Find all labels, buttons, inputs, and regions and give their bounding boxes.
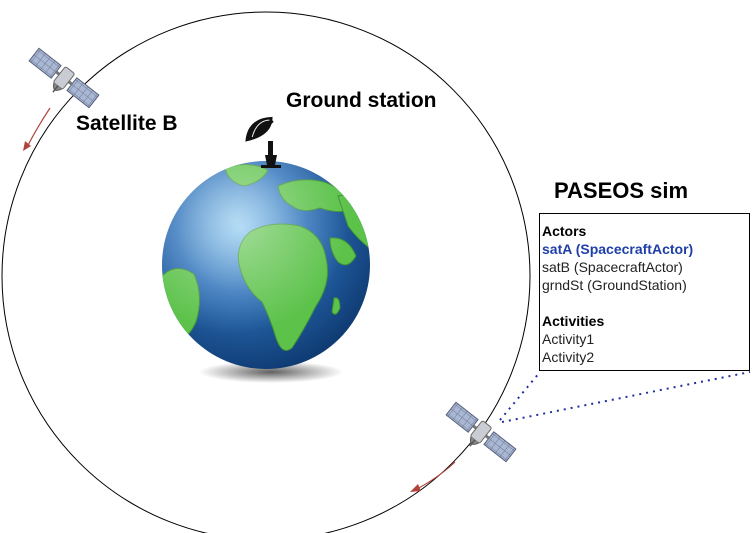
earth-globe-icon — [162, 161, 370, 369]
satellite-b-label: Satellite B — [76, 112, 178, 135]
activity-item-2[interactable]: Activity2 — [542, 349, 595, 365]
sim-title: PASEOS sim — [554, 178, 689, 203]
orbit-circle — [1, 11, 531, 533]
satellite-a-icon — [439, 399, 518, 471]
orbit-arrow-satellite-b — [23, 107, 51, 151]
actor-item-satb[interactable]: satB (SpacecraftActor) — [542, 259, 683, 275]
ground-station-label: Ground station — [286, 89, 437, 112]
activities-heading: Activities — [542, 313, 605, 329]
panel-spacer — [542, 294, 749, 312]
actor-item-sata[interactable]: satA (SpacecraftActor) — [542, 241, 694, 257]
globe-shadow — [199, 361, 343, 383]
activity-item-1[interactable]: Activity1 — [542, 331, 595, 347]
actors-heading: Actors — [542, 223, 587, 239]
sim-panel: Actors satA (SpacecraftActor) satB (Spac… — [539, 213, 750, 371]
orbit-arrow-satellite-a — [410, 461, 456, 492]
link-line-lower — [501, 371, 751, 423]
ground-station-dish-icon — [245, 116, 281, 168]
link-line-upper — [499, 371, 541, 421]
actor-item-grndst[interactable]: grndSt (GroundStation) — [542, 277, 687, 293]
